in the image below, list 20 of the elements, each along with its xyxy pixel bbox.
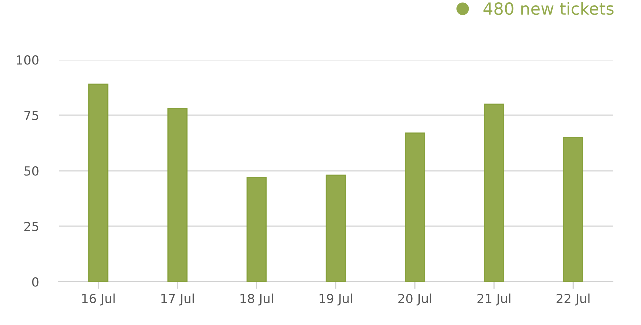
bar — [88, 84, 109, 282]
bar — [484, 104, 504, 282]
y-tick-label: 25 — [24, 222, 38, 232]
y-tick-label: 50 — [24, 166, 39, 176]
x-tick-label: 21 Jul — [478, 294, 511, 306]
bar — [246, 177, 267, 282]
bar — [326, 174, 346, 282]
x-tick-label: 17 Jul — [162, 294, 194, 306]
bar — [405, 132, 426, 282]
y-tick-label: 100 — [17, 55, 39, 65]
y-tick-label: 75 — [24, 111, 38, 120]
x-tick-label: 22 Jul — [556, 294, 590, 306]
y-tick-label: 0 — [32, 277, 39, 287]
x-tick-label: 20 Jul — [398, 294, 432, 306]
x-tick-label: 16 Jul — [82, 294, 115, 306]
legend-label: 480 new tickets — [484, 2, 614, 16]
x-tick-label: 19 Jul — [320, 294, 352, 306]
bar — [563, 137, 584, 282]
bar — [168, 108, 188, 282]
x-tick-label: 18 Jul — [240, 294, 274, 306]
